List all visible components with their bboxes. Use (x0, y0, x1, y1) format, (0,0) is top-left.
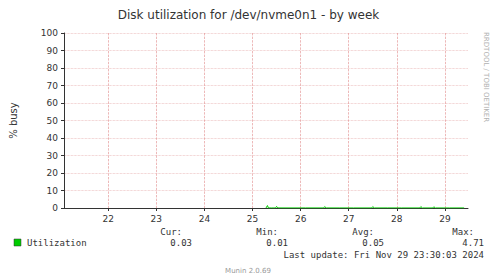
svg-text:70: 70 (47, 81, 59, 91)
svg-text:50: 50 (47, 116, 59, 126)
svg-text:Cur:: Cur: (160, 227, 182, 237)
svg-text:24: 24 (199, 214, 211, 224)
svg-text:Munin 2.0.69: Munin 2.0.69 (225, 267, 271, 275)
svg-text:27: 27 (343, 214, 354, 224)
svg-text:Last update: Fri Nov 29 23:30:: Last update: Fri Nov 29 23:30:03 2024 (284, 250, 484, 260)
svg-text:28: 28 (391, 214, 403, 224)
svg-text:0.01: 0.01 (266, 238, 288, 248)
svg-text:40: 40 (47, 133, 59, 143)
svg-text:10: 10 (47, 186, 59, 196)
svg-text:Utilization: Utilization (27, 238, 87, 248)
svg-text:23: 23 (151, 214, 162, 224)
svg-text:Max:: Max: (452, 227, 474, 237)
svg-text:0.05: 0.05 (362, 238, 384, 248)
svg-text:25: 25 (247, 214, 258, 224)
svg-text:26: 26 (295, 214, 307, 224)
svg-text:0.03: 0.03 (170, 238, 192, 248)
svg-text:0: 0 (52, 203, 58, 213)
svg-text:Avg:: Avg: (352, 227, 374, 237)
svg-text:Min:: Min: (256, 227, 278, 237)
svg-text:30: 30 (47, 151, 59, 161)
svg-text:29: 29 (439, 214, 451, 224)
svg-text:20: 20 (47, 168, 59, 178)
svg-text:Disk utilization for /dev/nvme: Disk utilization for /dev/nvme0n1 - by w… (118, 8, 380, 22)
svg-text:22: 22 (103, 214, 114, 224)
svg-text:80: 80 (47, 63, 59, 73)
svg-text:60: 60 (47, 98, 59, 108)
svg-text:RRDTOOL / TOBI OETIKER: RRDTOOL / TOBI OETIKER (482, 32, 490, 122)
svg-text:4.71: 4.71 (462, 238, 484, 248)
svg-text:% busy: % busy (8, 102, 19, 139)
svg-text:100: 100 (41, 28, 58, 38)
svg-text:90: 90 (47, 46, 59, 56)
